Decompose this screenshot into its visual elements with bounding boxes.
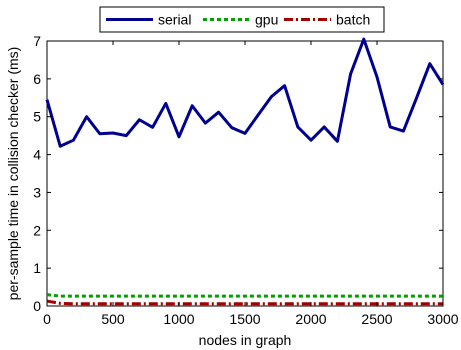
y-tick-label: 3 — [33, 184, 41, 200]
x-tick-label: 1000 — [163, 311, 194, 327]
y-tick-label: 4 — [33, 147, 41, 163]
y-tick-label: 5 — [33, 109, 41, 125]
x-tick-label: 0 — [43, 311, 51, 327]
axis-layer: 0 500 1000 1500 2000 2500 3000 0 1 2 3 4 5 6 7 — [33, 33, 459, 327]
x-tick-label: 500 — [101, 311, 125, 327]
x-axis-label: nodes in graph — [199, 332, 292, 348]
legend-label-gpu: gpu — [255, 12, 278, 28]
legend-label-serial: serial — [158, 12, 191, 28]
y-axis-label: per-sample time in collision checker (ms… — [5, 47, 21, 301]
legend-label-batch: batch — [336, 12, 370, 28]
legend: serial gpu batch — [99, 6, 385, 33]
y-tick-label: 1 — [33, 260, 41, 276]
x-tick-label: 1500 — [229, 311, 260, 327]
series-line-gpu — [46, 293, 443, 298]
x-tick-label: 3000 — [427, 311, 458, 327]
y-tick-label: 6 — [33, 71, 41, 87]
plot-area — [46, 40, 444, 307]
y-tick-label: 0 — [33, 298, 41, 314]
y-tick-label: 2 — [33, 222, 41, 238]
x-tick-label: 2500 — [361, 311, 392, 327]
y-tick-label: 7 — [33, 33, 41, 49]
series-line-serial — [45, 37, 445, 148]
x-tick-label: 2000 — [295, 311, 326, 327]
